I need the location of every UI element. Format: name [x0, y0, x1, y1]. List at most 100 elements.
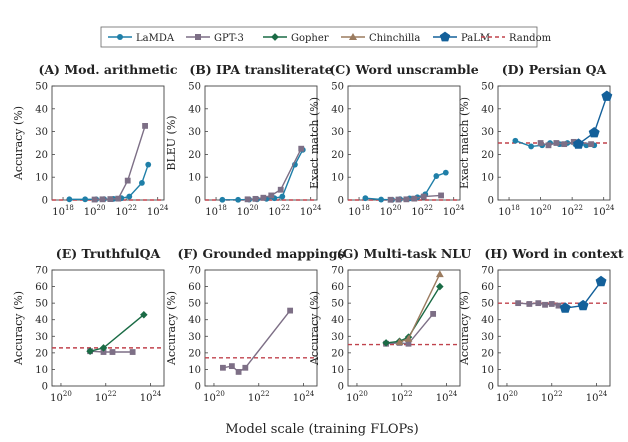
data-point-gpt3	[545, 142, 552, 149]
x-tick-label: 1020	[84, 204, 106, 218]
data-point-gpt3	[298, 145, 305, 152]
y-tick-label: 40	[481, 104, 494, 115]
plot-frame	[497, 269, 611, 387]
legend-item-palm: PaLM	[433, 31, 490, 44]
y-tick-label: 30	[481, 127, 494, 138]
y-tick-label: 40	[331, 104, 344, 115]
x-tick-label: 1024	[586, 390, 608, 404]
y-tick-label: 0	[42, 382, 48, 393]
series-gpt3	[244, 145, 305, 203]
panel-title: (E) TruthfulQA	[56, 246, 161, 261]
x-tick-label: 1024	[300, 204, 322, 218]
series-line-gopher	[89, 314, 145, 352]
y-tick-label: 40	[35, 104, 48, 115]
series-lamda	[66, 161, 152, 203]
x-tick-label: 1022	[561, 204, 583, 218]
y-tick-label: 20	[188, 348, 201, 359]
x-axis-title: Model scale (training FLOPs)	[225, 422, 418, 437]
y-tick-label: 20	[481, 150, 494, 161]
series-gpt3	[91, 123, 148, 203]
data-point-gpt3	[555, 302, 562, 309]
data-point-lamda	[362, 195, 369, 202]
x-tick-label: 1022	[115, 204, 137, 218]
series-line-chinchilla	[399, 273, 441, 343]
data-point-gopher	[86, 347, 94, 355]
y-axis-title: Exact match (%)	[308, 97, 321, 189]
x-tick-label: 1020	[380, 204, 402, 218]
x-tick-label: 1018	[498, 204, 520, 218]
y-axis-title: Exact match (%)	[458, 97, 471, 189]
y-tick-label: 30	[35, 127, 48, 138]
data-point-gpt3	[91, 196, 98, 203]
series-line-gpt3	[386, 313, 434, 345]
data-point-gpt3	[220, 364, 226, 371]
y-tick-label: 0	[488, 382, 494, 393]
y-tick-label: 20	[35, 150, 48, 161]
data-point-lamda	[82, 196, 89, 203]
plot-frame	[51, 85, 165, 201]
data-point-gpt3	[570, 138, 577, 145]
x-tick-label: 1020	[203, 390, 225, 404]
data-point-gpt3	[228, 363, 235, 370]
y-tick-label: 60	[481, 282, 494, 293]
series-gpt3	[87, 348, 136, 355]
data-point-gpt3	[588, 141, 594, 148]
y-tick-label: 70	[35, 266, 48, 277]
legend-marker-chinchilla	[348, 32, 358, 41]
data-point-gpt3	[235, 369, 242, 375]
data-point-lamda	[145, 161, 152, 168]
data-point-gpt3	[109, 349, 116, 355]
data-point-gpt3	[403, 196, 410, 203]
data-point-gpt3	[107, 196, 114, 202]
legend-label-gpt3: GPT-3	[214, 33, 244, 44]
y-tick-label: 0	[195, 196, 201, 207]
x-tick-label: 1018	[205, 204, 227, 218]
plot-frame	[204, 85, 318, 201]
y-tick-label: 20	[331, 348, 344, 359]
legend-item-gopher: Gopher	[263, 33, 329, 44]
x-tick-label: 1022	[95, 390, 117, 404]
series-chinchilla	[395, 270, 444, 346]
x-tick-label: 1024	[436, 390, 458, 404]
data-point-gpt3	[430, 311, 437, 317]
data-point-lamda	[219, 196, 226, 203]
data-point-gpt3	[537, 140, 544, 146]
y-tick-label: 30	[481, 332, 494, 343]
x-tick-label: 1020	[346, 390, 368, 404]
series-line-lamda	[69, 164, 149, 201]
data-point-palm	[573, 138, 584, 149]
legend-box	[100, 26, 538, 48]
y-tick-label: 0	[42, 196, 48, 207]
y-tick-label: 50	[35, 82, 48, 93]
y-tick-label: 10	[188, 173, 201, 184]
legend-marker-palm	[439, 31, 451, 42]
data-point-gpt3	[252, 195, 259, 202]
y-tick-label: 20	[188, 150, 201, 161]
legend-label-palm: PaLM	[461, 33, 490, 44]
data-point-gopher	[436, 282, 444, 291]
series-line-lamda	[222, 149, 304, 201]
x-tick-label: 1020	[530, 204, 552, 218]
plot-frame	[204, 269, 318, 387]
legend-label-lamda: LaMDA	[136, 33, 175, 44]
data-point-gpt3	[561, 141, 568, 148]
legend-marker-gpt3	[195, 34, 201, 40]
y-tick-label: 50	[331, 299, 344, 310]
data-point-gpt3	[100, 349, 107, 355]
y-tick-label: 40	[35, 315, 48, 326]
y-tick-label: 30	[331, 332, 344, 343]
x-tick-label: 1024	[443, 204, 465, 218]
y-tick-label: 20	[331, 150, 344, 161]
series-gpt3	[515, 300, 562, 309]
data-point-chinchilla	[435, 270, 444, 278]
series-lamda	[219, 146, 306, 203]
legend-label-random: Random	[509, 33, 552, 44]
x-tick-label: 1024	[593, 204, 615, 218]
data-point-chinchilla	[404, 334, 413, 342]
data-point-lamda	[512, 137, 519, 144]
data-point-gpt3	[395, 196, 402, 203]
panel-title: (C) Word unscramble	[329, 62, 478, 77]
data-point-gpt3	[553, 140, 560, 146]
data-point-gpt3	[387, 196, 394, 203]
